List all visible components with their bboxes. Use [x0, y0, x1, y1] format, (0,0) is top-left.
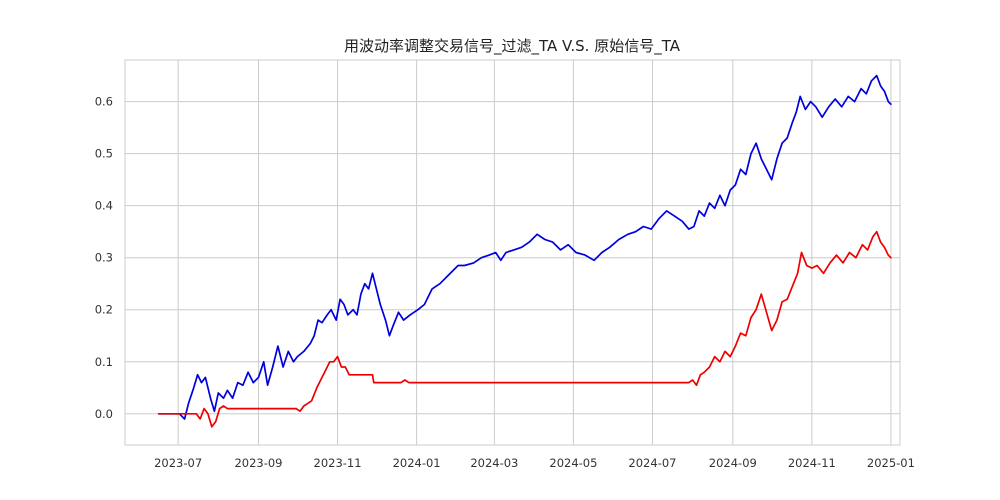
- y-tick-label: 0.1: [95, 355, 113, 369]
- chart-title: 用波动率调整交易信号_过滤_TA V.S. 原始信号_TA: [344, 37, 681, 56]
- x-tick-label: 2025-01: [867, 456, 915, 470]
- x-tick-label: 2024-07: [628, 456, 676, 470]
- x-tick-label: 2024-09: [709, 456, 757, 470]
- plot-area-frame: [124, 59, 901, 446]
- x-tick-label: 2024-11: [788, 456, 836, 470]
- x-tick-label: 2024-05: [549, 456, 597, 470]
- y-axis-tick-labels: 0.0 0.1 0.2 0.3 0.4 0.5 0.6: [95, 95, 113, 421]
- y-tick-label: 0.5: [95, 147, 113, 161]
- x-tick-label: 2023-07: [154, 456, 202, 470]
- x-tick-label: 2024-03: [470, 456, 518, 470]
- series-line-2: [157, 230, 892, 428]
- y-tick-label: 0.0: [95, 407, 113, 421]
- gridlines: [125, 60, 900, 445]
- y-tick-label: 0.3: [95, 251, 113, 265]
- y-tick-label: 0.4: [95, 199, 113, 213]
- y-tick-label: 0.2: [95, 303, 113, 317]
- series-lines: [157, 74, 892, 428]
- x-tick-label: 2024-01: [393, 456, 441, 470]
- x-tick-label: 2023-09: [234, 456, 282, 470]
- x-axis-tick-labels: 2023-07 2023-09 2023-11 2024-01 2024-03 2024-…: [154, 456, 915, 470]
- y-tick-label: 0.6: [95, 95, 113, 109]
- series-line-1: [157, 74, 892, 420]
- x-tick-label: 2023-11: [314, 456, 362, 470]
